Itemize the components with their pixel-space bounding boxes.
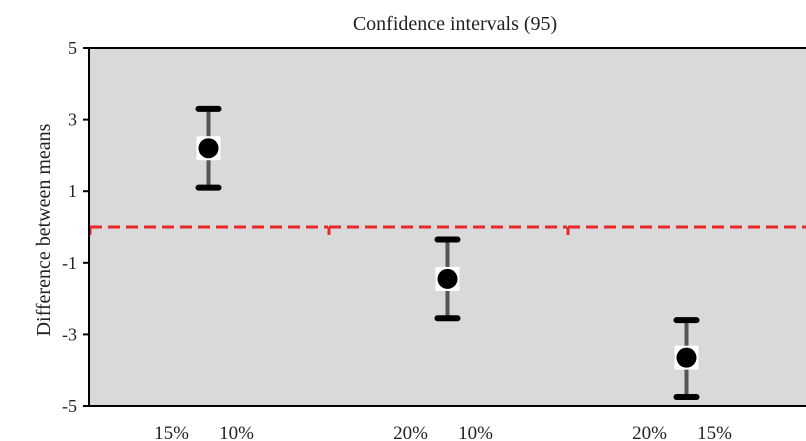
- chart-title: Confidence intervals (95): [353, 13, 557, 35]
- y-tick-label: 1: [68, 181, 77, 201]
- category-label-second: 10%: [219, 423, 254, 441]
- y-axis: 5 3 1 -1 -3 -5: [62, 38, 89, 416]
- ci-point-2: [434, 236, 461, 322]
- y-tick-label: -1: [62, 253, 77, 273]
- mean-marker: [676, 347, 697, 368]
- category-label-first: 15%: [154, 423, 189, 441]
- reference-line-layer: [88, 225, 806, 235]
- y-tick-label: 3: [68, 110, 77, 130]
- y-axis-label: Difference between means: [33, 123, 55, 336]
- category-label-first: 20%: [632, 423, 667, 441]
- category-label-first: 20%: [393, 423, 428, 441]
- y-tick-label: -5: [62, 396, 77, 416]
- category-label-second: 10%: [458, 423, 493, 441]
- y-tick-label: -3: [62, 324, 77, 344]
- ci-point-1: [195, 105, 222, 191]
- y-tick-label: 5: [68, 38, 77, 58]
- x-axis-categories: 15% 10% 20% 10% 20% 15%: [154, 423, 732, 441]
- mean-marker: [437, 268, 458, 289]
- mean-marker: [198, 138, 219, 159]
- data-points: [195, 105, 700, 401]
- category-label-second: 15%: [697, 423, 732, 441]
- ci-point-3: [673, 317, 700, 401]
